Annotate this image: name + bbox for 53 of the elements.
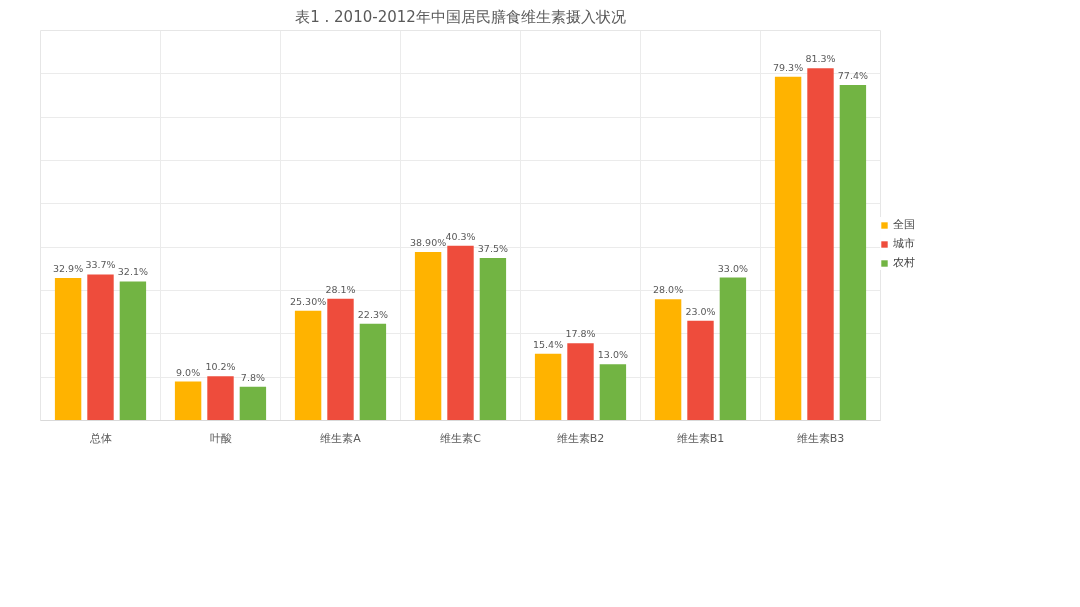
chart-title: 表1 . 2010-2012年中国居民膳食维生素摄入状况 (295, 7, 626, 26)
bar (839, 85, 867, 421)
bar (774, 76, 802, 421)
data-label: 23.0% (685, 305, 716, 317)
bar (87, 274, 114, 421)
bar (599, 364, 627, 421)
data-label: 81.3% (805, 53, 836, 65)
data-label: 10.2% (205, 361, 236, 373)
data-label: 32.1% (117, 266, 148, 278)
x-tick-label: 维生素C (440, 431, 482, 445)
x-tick-label: 维生素A (320, 431, 362, 445)
data-label: 33.0% (717, 262, 748, 274)
data-label: 77.4% (837, 70, 868, 82)
data-label: 40.3% (445, 230, 476, 242)
bar (534, 353, 562, 421)
legend-label: 城市 (893, 236, 915, 251)
legend-label: 全国 (893, 217, 915, 232)
data-label: 9.0% (176, 366, 201, 378)
bar (239, 386, 267, 421)
data-label: 28.1% (325, 283, 356, 295)
x-tick-label: 总体 (88, 431, 112, 445)
bar (54, 277, 82, 421)
data-label: 33.7% (85, 259, 116, 271)
bar (654, 299, 682, 421)
data-label: 15.4% (533, 338, 564, 350)
bar (174, 381, 202, 421)
bar (207, 376, 234, 421)
bar (447, 245, 474, 421)
bar (687, 320, 714, 421)
x-tick-label: 维生素B2 (556, 431, 605, 445)
data-label: 17.8% (565, 328, 596, 340)
bar (807, 68, 834, 421)
x-tick-label: 维生素B3 (796, 431, 845, 445)
data-label: 25.30% (289, 295, 327, 307)
data-label: 37.5% (477, 243, 508, 254)
bar (359, 323, 387, 421)
bar (719, 277, 747, 421)
bar (414, 251, 442, 421)
bar (479, 258, 507, 421)
bar (327, 298, 354, 421)
bar (567, 343, 594, 421)
data-label: 22.3% (357, 308, 388, 320)
x-tick-label: 维生素B1 (676, 431, 725, 445)
data-label: 79.3% (773, 61, 804, 73)
legend-label: 农村 (893, 255, 915, 270)
bar (119, 281, 147, 421)
data-label: 38.90% (409, 236, 447, 248)
bar (294, 310, 322, 421)
data-label: 32.9% (53, 262, 84, 274)
data-label: 7.8% (240, 371, 265, 383)
data-label: 13.0% (597, 349, 628, 361)
data-label: 28.0% (653, 284, 684, 296)
x-tick-label: 叶酸 (209, 431, 232, 445)
